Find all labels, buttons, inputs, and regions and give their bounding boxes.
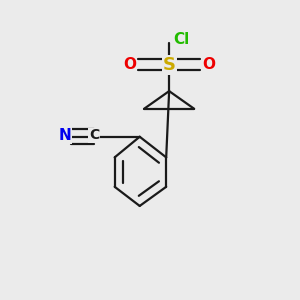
Text: S: S [163, 56, 176, 74]
Text: C: C [89, 128, 99, 142]
Text: Cl: Cl [174, 32, 190, 47]
Text: N: N [58, 128, 71, 143]
Text: O: O [202, 57, 215, 72]
Text: O: O [124, 57, 136, 72]
